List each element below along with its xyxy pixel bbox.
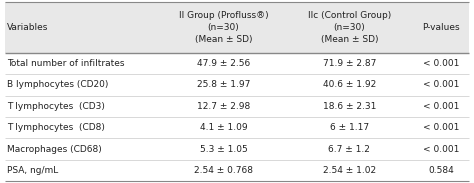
Text: P-values: P-values (422, 23, 460, 32)
Text: < 0.001: < 0.001 (423, 81, 459, 89)
Text: 47.9 ± 2.56: 47.9 ± 2.56 (197, 59, 250, 68)
Text: PSA, ng/mL: PSA, ng/mL (7, 166, 58, 175)
Text: 4.1 ± 1.09: 4.1 ± 1.09 (200, 123, 247, 132)
Text: Variables: Variables (7, 23, 48, 32)
Text: 6 ± 1.17: 6 ± 1.17 (330, 123, 369, 132)
Text: Macrophages (CD68): Macrophages (CD68) (7, 145, 102, 154)
Text: < 0.001: < 0.001 (423, 123, 459, 132)
Text: T lymphocytes  (CD3): T lymphocytes (CD3) (7, 102, 105, 111)
Text: T lymphocytes  (CD8): T lymphocytes (CD8) (7, 123, 105, 132)
Text: < 0.001: < 0.001 (423, 59, 459, 68)
Text: II Group (Profluss®)
(n=30)
(Mean ± SD): II Group (Profluss®) (n=30) (Mean ± SD) (179, 11, 268, 44)
Bar (5, 2, 469, 53)
Text: 5.3 ± 1.05: 5.3 ± 1.05 (200, 145, 247, 154)
Bar (5, 138, 469, 160)
Bar (5, 117, 469, 138)
Text: 71.9 ± 2.87: 71.9 ± 2.87 (323, 59, 376, 68)
Text: IIc (Control Group)
(n=30)
(Mean ± SD): IIc (Control Group) (n=30) (Mean ± SD) (308, 11, 391, 44)
Text: 18.6 ± 2.31: 18.6 ± 2.31 (323, 102, 376, 111)
Text: 0.584: 0.584 (428, 166, 454, 175)
Bar (5, 53, 469, 74)
Text: 25.8 ± 1.97: 25.8 ± 1.97 (197, 81, 250, 89)
Text: < 0.001: < 0.001 (423, 102, 459, 111)
Text: 2.54 ± 0.768: 2.54 ± 0.768 (194, 166, 253, 175)
Text: B lymphocytes (CD20): B lymphocytes (CD20) (7, 81, 109, 89)
Text: < 0.001: < 0.001 (423, 145, 459, 154)
Text: Total number of infiltrates: Total number of infiltrates (7, 59, 125, 68)
Bar (5, 160, 469, 181)
Text: 6.7 ± 1.2: 6.7 ± 1.2 (328, 145, 370, 154)
Bar (5, 96, 469, 117)
Bar (5, 74, 469, 96)
Text: 40.6 ± 1.92: 40.6 ± 1.92 (323, 81, 376, 89)
Text: 12.7 ± 2.98: 12.7 ± 2.98 (197, 102, 250, 111)
Text: 2.54 ± 1.02: 2.54 ± 1.02 (323, 166, 376, 175)
